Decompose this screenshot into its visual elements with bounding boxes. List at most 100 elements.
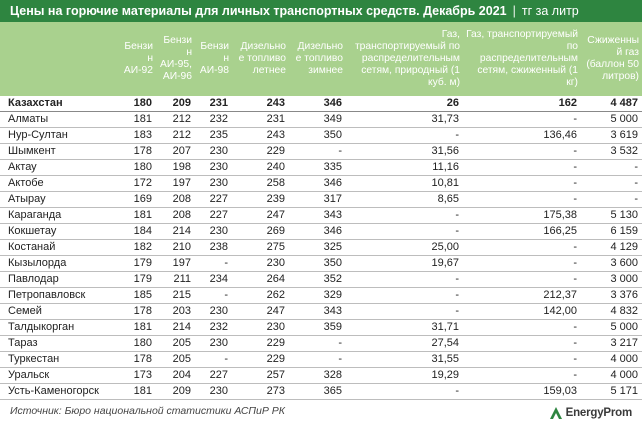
header-cell: Сжиженный газ (баллон 50 литров) [581,22,642,96]
price-cell: 209 [156,383,195,401]
table-row: Туркестан 178 205-229-31,55-4 000 [0,351,642,369]
logo-text: EnergyProm [565,407,633,419]
price-cell: - [346,127,463,145]
price-cell: 203 [156,303,195,321]
price-cell: 227 [195,207,232,225]
price-cell: 264 [232,271,289,289]
price-cell: 197 [156,255,195,273]
table-row: Актау 180 198 230 240 335 11,16- - [0,159,642,177]
price-cell: 212 [156,111,195,129]
price-cell: 4 129 [581,239,642,257]
header-cell: Газ, транспортируемый по распределительн… [346,22,463,96]
price-cell: 169 [120,191,156,209]
price-cell: - [463,335,581,353]
price-cell: 4 487 [581,96,642,113]
price-cell: - [289,351,346,369]
price-cell: 178 [120,351,156,369]
price-cell: 25,00 [346,239,463,257]
price-cell: 230 [195,303,232,321]
table-row: Актобе 172 197 230 258 346 10,81- - [0,175,642,193]
price-cell: 275 [232,239,289,257]
price-cell: 159,03 [463,383,581,401]
price-cell: 5 000 [581,319,642,337]
price-cell: 179 [120,255,156,273]
price-cell: 19,67 [346,255,463,273]
header-cell: Дизельное топливо зимнее [289,22,346,96]
price-cell: 3 000 [581,271,642,289]
region-name-cell: Талдыкорган [0,319,120,337]
region-name-cell: Атырау [0,191,120,209]
price-cell: - [581,191,642,209]
price-cell: - [346,303,463,321]
price-cell: 142,00 [463,303,581,321]
table-row: Караганда 181 208 227 247 343-175,38 5 130 [0,207,642,225]
price-cell: - [195,287,232,305]
region-name-cell: Караганда [0,207,120,225]
price-cell: 184 [120,223,156,241]
price-cell: - [463,271,581,289]
price-cell: - [346,207,463,225]
price-cell: 208 [156,191,195,209]
price-cell: 234 [195,271,232,289]
table-row: Семей 178 203 230 247 343-142,00 4 832 [0,303,642,321]
table-row: Петропавловск 185 215-262 329-212,37 3 376 [0,287,642,305]
price-cell: 230 [195,159,232,177]
price-table-container: Бензин АИ-92 Бензин АИ-95, АИ-96 Бензин АИ… [0,22,642,401]
price-cell: - [195,255,232,273]
price-cell: - [463,191,581,209]
table-row: Усть-Каменогорск 181 209 230 273 365-159,03 5 … [0,383,642,401]
price-cell: 4 000 [581,367,642,385]
price-cell: - [195,351,232,369]
table-row-total: Казахстан 180 209 231 243 346 26 162 4 487 [0,96,642,113]
price-cell: 181 [120,111,156,129]
price-cell: 258 [232,175,289,193]
price-cell: 3 376 [581,287,642,305]
price-cell: - [463,351,581,369]
title-separator: | [512,4,516,18]
price-cell: 214 [156,319,195,337]
price-cell: 31,71 [346,319,463,337]
table-row: Нур-Султан 183 212 235 243 350-136,46 3 619 [0,127,642,145]
table-row: Уральск 173 204 227 257 328 19,29-4 000 [0,367,642,385]
region-name-cell: Казахстан [0,96,120,113]
price-cell: 180 [120,96,156,113]
price-cell: 230 [232,319,289,337]
price-cell: 230 [195,175,232,193]
price-cell: 31,73 [346,111,463,129]
price-cell: 5 171 [581,383,642,401]
price-cell: 173 [120,367,156,385]
price-cell: 11,16 [346,159,463,177]
price-cell: 166,25 [463,223,581,241]
price-cell: 243 [232,96,289,113]
price-cell: 214 [156,223,195,241]
region-name-cell: Петропавловск [0,287,120,305]
price-cell: 31,55 [346,351,463,369]
price-cell: 205 [156,351,195,369]
price-cell: 3 532 [581,143,642,161]
price-cell: 346 [289,175,346,193]
price-cell: 365 [289,383,346,401]
region-name-cell: Костанай [0,239,120,257]
region-name-cell: Актау [0,159,120,177]
price-cell: 180 [120,335,156,353]
price-cell: 346 [289,96,346,113]
price-cell: - [346,223,463,241]
region-name-cell: Семей [0,303,120,321]
price-cell: 343 [289,207,346,225]
price-cell: 238 [195,239,232,257]
price-cell: - [463,175,581,193]
price-cell: 210 [156,239,195,257]
price-cell: 212 [156,127,195,145]
price-cell: 232 [195,319,232,337]
price-cell: 185 [120,287,156,305]
region-name-cell: Алматы [0,111,120,129]
price-cell: 3 619 [581,127,642,145]
title-bar: Цены на горючие материалы для личных тра… [0,0,642,22]
price-cell: - [463,319,581,337]
price-cell: 31,56 [346,143,463,161]
price-cell: 3 600 [581,255,642,273]
price-cell: 230 [232,255,289,273]
price-cell: 329 [289,287,346,305]
price-cell: - [346,287,463,305]
table-row: Кызылорда 179 197-230 350 19,67-3 600 [0,255,642,273]
